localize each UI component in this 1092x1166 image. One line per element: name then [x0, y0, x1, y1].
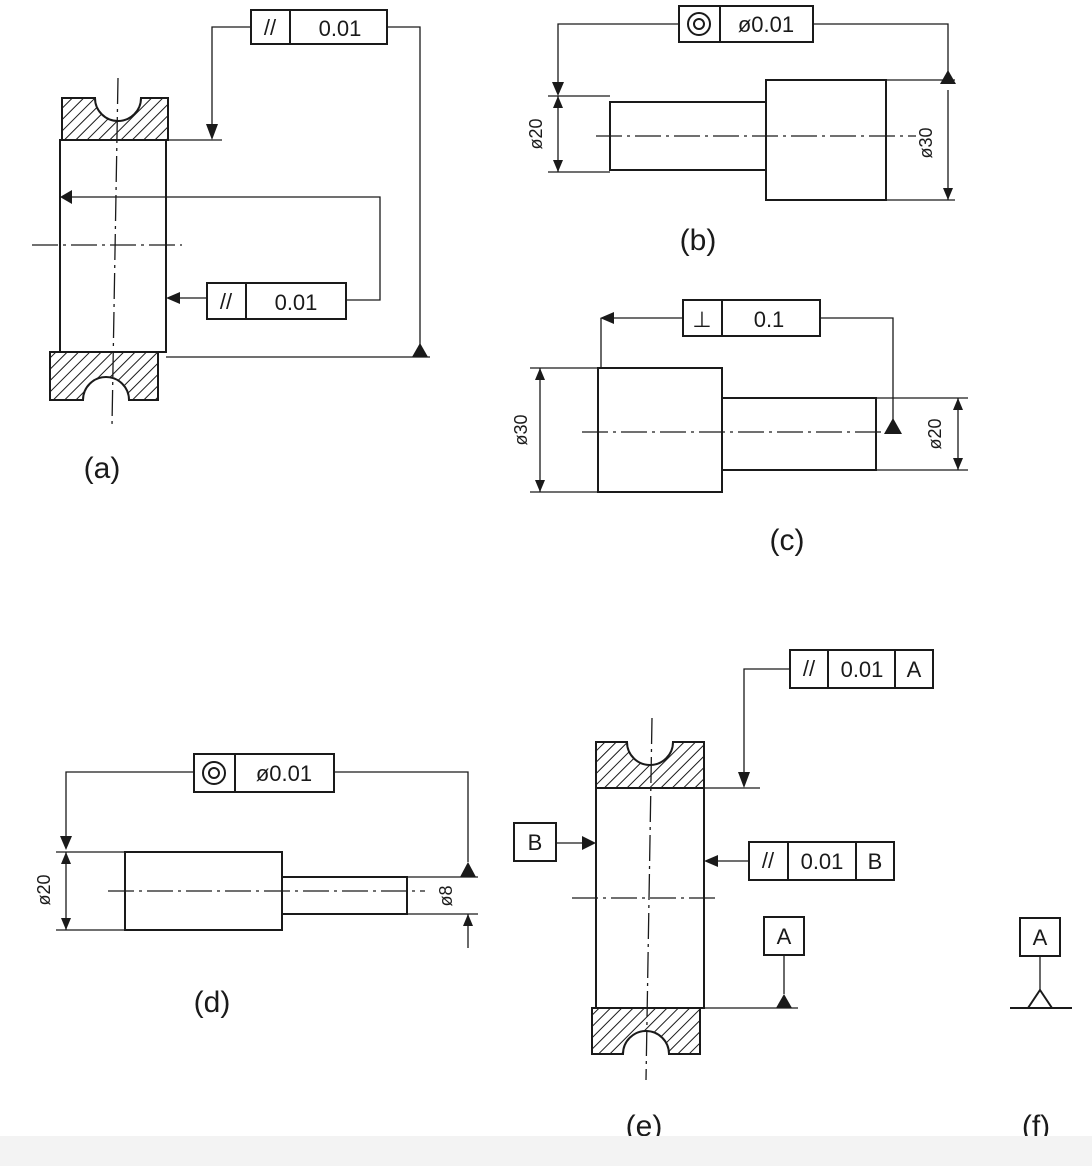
- tolerance-value: 0.1: [754, 307, 785, 332]
- shaft-part-d: [56, 851, 478, 931]
- tolerance-value: 0.01: [319, 16, 362, 41]
- leader-a-top: [166, 26, 430, 358]
- shaft-part-c: [530, 367, 968, 493]
- datum-b-e: B: [513, 822, 596, 862]
- tolerance-value: 0.01: [801, 849, 844, 874]
- parallelism-symbol: //: [264, 15, 277, 40]
- datum-a-e: A: [763, 916, 805, 1008]
- fcf-b: ø0.01: [678, 5, 814, 43]
- leader-e-top: [738, 668, 790, 788]
- tolerance-value: ø0.01: [738, 12, 794, 37]
- figure-label-a: (a): [84, 452, 121, 485]
- tolerance-value: ø0.01: [256, 761, 312, 786]
- perpendicularity-symbol: ⊥: [692, 307, 711, 332]
- parallelism-symbol: //: [762, 848, 775, 873]
- figure-b: ø20 ø30 ø0.01 (b): [526, 5, 956, 257]
- diameter-label: ø20: [34, 874, 54, 905]
- dimension-b-small: ø20: [526, 96, 563, 172]
- fcf-d: ø0.01: [193, 753, 335, 793]
- fcf-a-top: // 0.01: [250, 9, 388, 45]
- dimension-c-small: ø20: [925, 398, 963, 470]
- diameter-label: ø8: [436, 885, 456, 906]
- datum-letter: A: [777, 924, 792, 949]
- dimension-d-small: ø8: [436, 885, 473, 948]
- figure-a: // 0.01 // 0.01 (a): [32, 9, 430, 485]
- leader-a-mid: [60, 190, 381, 304]
- diameter-label: ø20: [925, 418, 945, 449]
- figure-e: // 0.01 A // 0.01 B B A: [513, 649, 934, 1143]
- figure-label-d: (d): [194, 986, 231, 1019]
- diameter-label: ø30: [916, 127, 936, 158]
- figure-f: A (f): [1010, 917, 1072, 1143]
- figure-label-b: (b): [680, 224, 717, 257]
- wheel-part-e: [572, 717, 798, 1081]
- fcf-e-top: // 0.01 A: [789, 649, 934, 689]
- figure-label-c: (c): [770, 524, 805, 557]
- dimension-b-large: ø30: [916, 90, 953, 200]
- shaft-part-b: [548, 79, 955, 201]
- parallelism-symbol: //: [220, 289, 233, 314]
- figure-c: ø30 ø20 ⊥ 0.1 (c): [511, 299, 968, 557]
- fcf-c: ⊥ 0.1: [682, 299, 821, 337]
- diameter-label: ø30: [511, 414, 531, 445]
- figure-d: ø20 ø8 ø0.01 (d): [34, 753, 478, 1019]
- leader-e-mid: [704, 855, 749, 867]
- diameter-label: ø20: [526, 118, 546, 149]
- datum-letter: B: [528, 830, 543, 855]
- dimension-d-large: ø20: [34, 852, 71, 930]
- parallelism-symbol: //: [803, 656, 816, 681]
- bottom-band: [0, 1136, 1092, 1166]
- dimension-c-large: ø30: [511, 368, 545, 492]
- datum-letter: A: [1033, 925, 1048, 950]
- tolerance-value: 0.01: [275, 290, 318, 315]
- wheel-part-a: [32, 77, 182, 426]
- leader-b: [552, 23, 956, 96]
- leader-d: [60, 771, 476, 877]
- tolerance-value: 0.01: [841, 657, 884, 682]
- fcf-e-mid: // 0.01 B: [748, 841, 895, 881]
- datum-reference: B: [868, 849, 883, 874]
- fcf-a-mid: // 0.01: [206, 282, 347, 320]
- leader-c: [600, 312, 902, 434]
- datum-reference: A: [907, 657, 922, 682]
